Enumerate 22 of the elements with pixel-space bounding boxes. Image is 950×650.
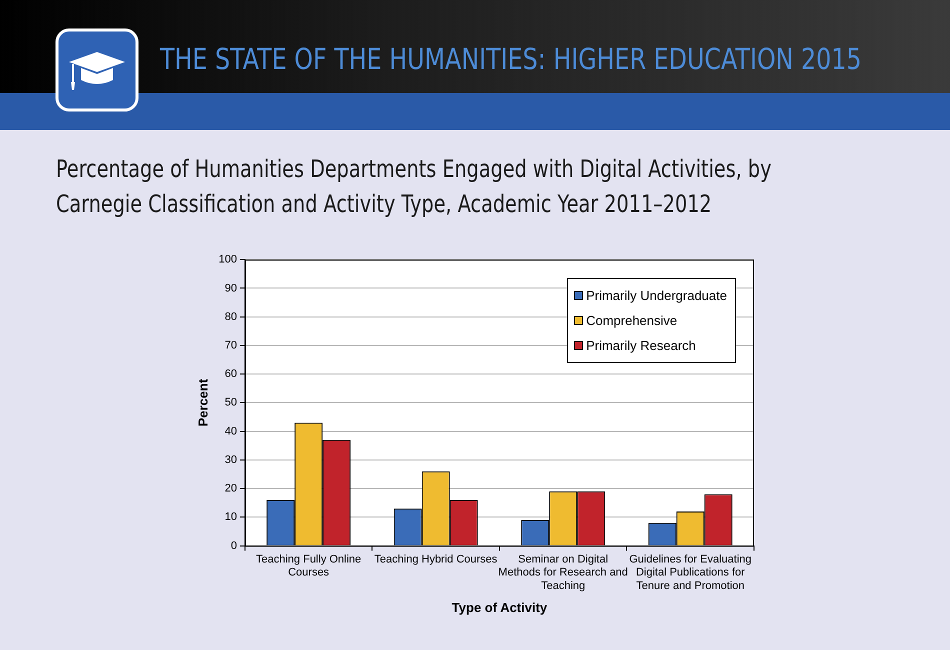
y-tick-label: 10 bbox=[224, 511, 237, 524]
x-tick-label: Teaching Fully Online Courses bbox=[256, 553, 362, 579]
y-tick-label: 100 bbox=[218, 254, 237, 266]
y-tick-label: 40 bbox=[224, 425, 237, 438]
y-tick-label: 60 bbox=[224, 368, 237, 380]
y-axis-title: Percent bbox=[195, 378, 210, 427]
y-tick-label: 90 bbox=[224, 282, 237, 294]
y-tick-label: 80 bbox=[224, 310, 237, 323]
y-tick-label: 20 bbox=[224, 482, 237, 495]
y-tick-label: 50 bbox=[224, 396, 237, 409]
x-tick-label: Teaching Hybrid Courses bbox=[374, 553, 498, 566]
y-tick-label: 70 bbox=[224, 339, 237, 352]
y-tick-label: 30 bbox=[224, 454, 237, 466]
chart-subtitle: Percentage of Humanities Departments Engaged with Digital Activities, by Carnegie Classification and Activity Type, Academic Year 2011–2012 bbox=[56, 154, 772, 220]
x-tick-label: Seminar on Digital Methods for Research and Teaching bbox=[498, 553, 628, 592]
chart-title: THE STATE OF THE HUMANITIES: HIGHER EDUCATION 2015 bbox=[160, 42, 862, 76]
legend-label: Primarily Research bbox=[586, 338, 696, 353]
x-axis-title: Type of Activity bbox=[452, 600, 548, 615]
legend-label: Primarily Undergraduate bbox=[586, 288, 727, 303]
x-tick-label: Guidelines for Evaluating Digital Publications for Tenure and Promotion bbox=[629, 553, 752, 592]
legend-label: Comprehensive bbox=[586, 313, 678, 328]
y-tick-label: 0 bbox=[230, 540, 237, 552]
